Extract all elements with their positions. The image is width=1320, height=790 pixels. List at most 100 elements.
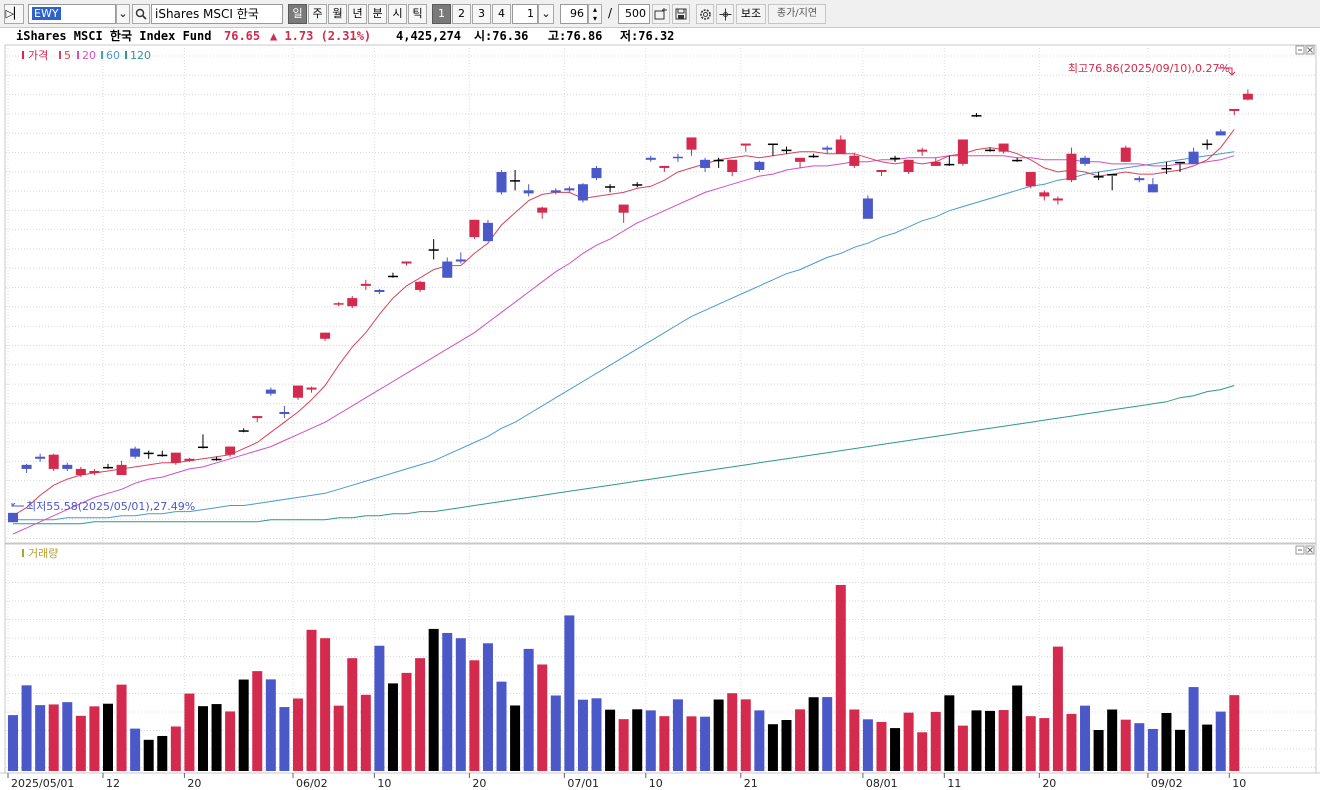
candle: [1147, 178, 1158, 193]
candle-body: [1175, 161, 1186, 164]
legend-volume-swatch: [22, 549, 24, 557]
period-button[interactable]: 일: [288, 4, 307, 24]
candle-body: [1161, 167, 1172, 170]
price-volume-chart[interactable]: 2025/05/01 12 20 06/02 10 20 07/01 10 21 08/01 11 2…: [0, 44, 1320, 790]
close-delay-button[interactable]: 종가/지연: [768, 4, 826, 24]
volume-bar: [496, 681, 507, 771]
count-input[interactable]: 96: [560, 4, 588, 24]
candle-body: [1025, 172, 1036, 187]
candle-body: [143, 452, 154, 455]
save-icon: [675, 8, 687, 20]
candle: [985, 147, 996, 152]
legend-volume-label: 거래량: [28, 547, 58, 560]
candle-body: [659, 165, 670, 168]
candle: [930, 157, 941, 166]
volume-bar: [822, 697, 833, 771]
volume-bar: [876, 721, 887, 771]
close-icon: [1307, 47, 1313, 53]
candle-body: [917, 149, 928, 152]
candle-body: [998, 143, 1009, 152]
candle: [143, 450, 154, 459]
candle: [835, 135, 846, 154]
period-button[interactable]: 분: [368, 4, 387, 24]
candle-body: [944, 163, 955, 166]
candle-body: [252, 416, 263, 419]
candle-body: [102, 466, 113, 469]
x-tick-label: 10: [1232, 777, 1246, 790]
volume-bar: [754, 710, 765, 771]
candle-body: [401, 261, 412, 264]
ma120-line: [13, 385, 1235, 525]
legend-price-swatch: [22, 51, 24, 59]
candle-body: [1093, 176, 1104, 178]
volume-bar: [21, 685, 32, 771]
candle: [740, 143, 751, 152]
period-button[interactable]: 월: [328, 4, 347, 24]
ma20-line: [12, 155, 1235, 535]
volume-bar: [347, 658, 358, 771]
candle: [1012, 157, 1023, 162]
save-button[interactable]: [672, 4, 690, 24]
candle-body: [333, 303, 344, 305]
volume-bar: [143, 739, 154, 771]
candle-body: [1147, 184, 1158, 193]
max-count-input[interactable]: 500: [618, 4, 650, 24]
x-tick-label: 12: [106, 777, 120, 790]
low-price: 저:76.32: [620, 29, 675, 43]
preset-button[interactable]: 3: [472, 4, 491, 24]
candle-body: [21, 464, 32, 469]
volume-bar: [1066, 713, 1077, 771]
period-button[interactable]: 틱: [408, 4, 427, 24]
symbol-input[interactable]: EWY: [28, 4, 116, 24]
legend-ma5-swatch: [59, 51, 61, 59]
count-stepper[interactable]: ▴ ▾: [588, 4, 602, 24]
candle: [75, 466, 86, 478]
period-button[interactable]: 년: [348, 4, 367, 24]
period-button[interactable]: 시: [388, 4, 407, 24]
volume-bar: [985, 710, 996, 771]
add-window-button[interactable]: [652, 4, 670, 24]
volume-bar: [387, 683, 398, 771]
preset-button[interactable]: 4: [492, 4, 511, 24]
volume-bar: [48, 704, 59, 771]
candle: [605, 184, 616, 193]
aux-button[interactable]: 보조: [736, 4, 766, 24]
candle: [442, 257, 453, 278]
interval-input[interactable]: 1: [512, 4, 538, 24]
move-icon: [719, 8, 731, 21]
quote-info-bar: iShares MSCI 한국 Index Fund 76.65 ▲ 1.73 …: [0, 28, 1320, 44]
candle: [374, 288, 385, 295]
volume-bar: [35, 705, 46, 771]
candlesticks: [8, 89, 1253, 523]
search-button[interactable]: [132, 4, 150, 24]
period-button[interactable]: 주: [308, 4, 327, 24]
candle: [279, 405, 290, 419]
candle: [1107, 174, 1118, 191]
volume-bar: [903, 712, 914, 771]
move-button[interactable]: [716, 4, 734, 24]
candle-body: [1080, 157, 1091, 164]
volume-bar: [130, 728, 141, 771]
x-tick-label: 20: [187, 777, 201, 790]
panel-toggle-button[interactable]: ▷▏: [4, 4, 24, 24]
candle-body: [1215, 131, 1226, 136]
candle: [306, 386, 317, 393]
candle: [102, 463, 113, 469]
candle-body: [238, 430, 249, 432]
chevron-down-icon: ⌄: [541, 7, 551, 20]
volume-bar: [333, 705, 344, 771]
interval-dropdown-button[interactable]: ⌄: [538, 4, 554, 24]
high-marker-label: 최고76.86(2025/09/10),0.27%: [1068, 62, 1230, 75]
volume-bar: [700, 716, 711, 771]
candle-body: [605, 186, 616, 188]
candle-body: [930, 161, 941, 166]
stepper-icon: ▴ ▾: [592, 5, 597, 23]
preset-button[interactable]: 1: [432, 4, 451, 24]
close-delay-label: 종가/지연: [776, 8, 818, 19]
candle-body: [862, 198, 873, 219]
candle: [48, 453, 59, 471]
candle-body: [306, 387, 317, 390]
symbol-dropdown-button[interactable]: ⌄: [116, 4, 130, 24]
settings-button[interactable]: [696, 4, 714, 24]
preset-button[interactable]: 2: [452, 4, 471, 24]
